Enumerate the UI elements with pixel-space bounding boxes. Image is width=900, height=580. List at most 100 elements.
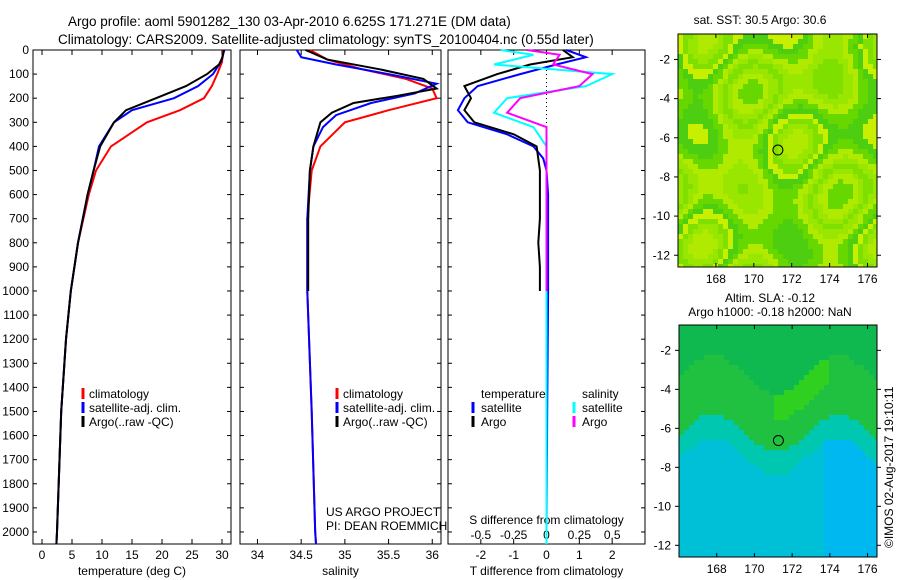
map-cell	[733, 114, 738, 119]
map-cell	[763, 204, 768, 209]
map-cell	[704, 535, 709, 540]
map-cell	[784, 405, 789, 410]
map-cell	[713, 199, 718, 204]
map-cell	[774, 340, 779, 345]
map-cell	[749, 395, 754, 400]
map-cell	[728, 239, 733, 244]
map-cell	[874, 535, 877, 540]
map-cell	[853, 59, 858, 64]
map-cell	[858, 244, 863, 249]
map-cell	[774, 375, 779, 380]
map-cell	[838, 244, 843, 249]
map-cell	[783, 254, 788, 259]
map-cell	[784, 525, 789, 530]
map-cell	[758, 154, 763, 159]
map-cell	[728, 224, 733, 229]
map-cell	[703, 184, 708, 189]
map-cell	[789, 550, 794, 555]
map-cell	[709, 375, 714, 380]
map-cell	[864, 480, 869, 485]
map-cell	[818, 64, 823, 69]
map-cell	[748, 169, 753, 174]
map-cell	[764, 395, 769, 400]
map-cell	[864, 515, 869, 520]
map-cell	[788, 109, 793, 114]
map-cell	[818, 234, 823, 239]
series-line-t-satellite	[456, 49, 590, 544]
map-cell	[803, 179, 808, 184]
map-cell	[738, 119, 743, 124]
map-cell	[759, 325, 764, 330]
map-cell	[849, 340, 854, 345]
map-cell	[828, 164, 833, 169]
map-cell	[764, 465, 769, 470]
map-cell	[714, 390, 719, 395]
map-cell	[808, 169, 813, 174]
map-cell	[679, 415, 684, 420]
map-cell	[848, 109, 853, 114]
map-cell	[754, 435, 759, 440]
map-cell	[739, 340, 744, 345]
map-cell	[774, 430, 779, 435]
map-cell	[789, 400, 794, 405]
map-cell	[858, 259, 863, 264]
map-cell	[858, 49, 863, 54]
map-cell	[859, 390, 864, 395]
map-cell	[858, 129, 863, 134]
map-cell	[863, 179, 868, 184]
map-cell	[759, 425, 764, 430]
map-cell	[683, 64, 688, 69]
map-cell	[814, 475, 819, 480]
map-cell	[809, 330, 814, 335]
map-cell	[733, 194, 738, 199]
map-cell	[864, 365, 869, 370]
map-cell	[688, 159, 693, 164]
map-cell	[789, 420, 794, 425]
map-cell	[784, 370, 789, 375]
map-cell	[824, 360, 829, 365]
map-cell	[743, 164, 748, 169]
map-cell	[764, 355, 769, 360]
map-cell	[704, 405, 709, 410]
map-cell	[849, 540, 854, 545]
map-cell	[694, 420, 699, 425]
map-cell	[764, 495, 769, 500]
map-cell	[773, 79, 778, 84]
map-cell	[718, 254, 723, 259]
map-cell	[873, 204, 877, 209]
map-cell	[718, 94, 723, 99]
map-cell	[864, 370, 869, 375]
map-cell	[773, 229, 778, 234]
map-cell	[693, 154, 698, 159]
map-cell	[699, 365, 704, 370]
map-cell	[814, 365, 819, 370]
map-cell	[848, 244, 853, 249]
map-cell	[874, 520, 877, 525]
map-cell	[718, 34, 723, 39]
map-cell	[753, 124, 758, 129]
map-cell	[773, 154, 778, 159]
map-cell	[858, 54, 863, 59]
map-cell	[713, 114, 718, 119]
map-cell	[833, 154, 838, 159]
map-cell	[694, 460, 699, 465]
map-cell	[698, 224, 703, 229]
map-cell	[793, 114, 798, 119]
map-cell	[788, 104, 793, 109]
map-cell	[808, 189, 813, 194]
map-cell	[833, 259, 838, 264]
map-cell	[709, 335, 714, 340]
map-cell	[768, 224, 773, 229]
map-cell	[688, 124, 693, 129]
map-cell	[844, 400, 849, 405]
map-cell	[799, 525, 804, 530]
map-cell	[844, 505, 849, 510]
map-cell	[709, 385, 714, 390]
map-cell	[679, 505, 684, 510]
map-cell	[858, 254, 863, 259]
map-cell	[793, 94, 798, 99]
map-cell	[814, 555, 819, 557]
map-cell	[683, 249, 688, 254]
map-cell	[758, 99, 763, 104]
map-cell	[703, 89, 708, 94]
